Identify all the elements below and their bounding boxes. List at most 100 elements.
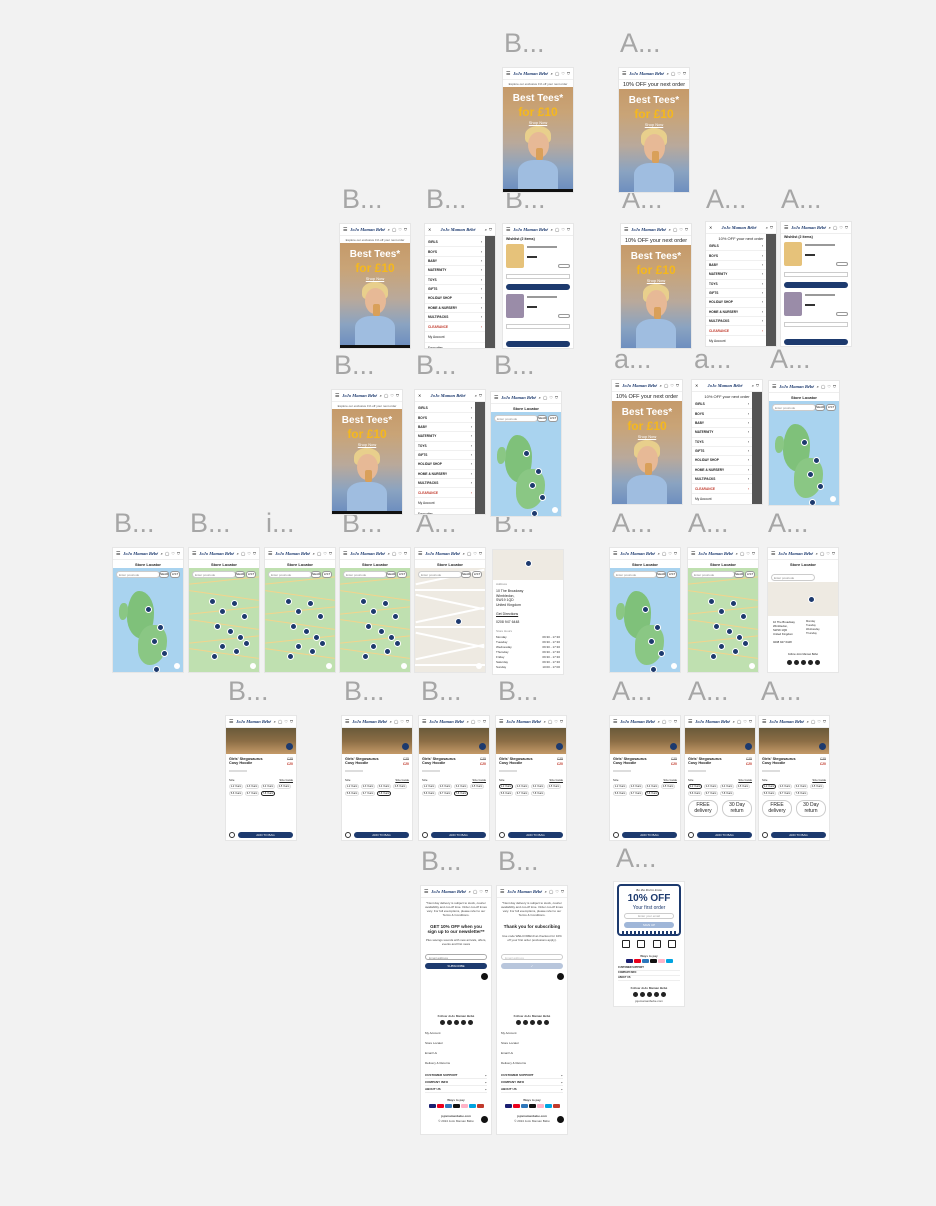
- heart-icon[interactable]: ♡: [677, 71, 681, 76]
- size-option[interactable]: 5-6 Years: [499, 791, 513, 796]
- menu-icon[interactable]: ☰: [615, 382, 620, 389]
- size-option[interactable]: 6-7 Years: [629, 791, 643, 796]
- menu-item[interactable]: TOYS ›: [706, 280, 766, 289]
- site-logo[interactable]: JoJo Maman Bébé: [707, 383, 743, 388]
- menu-icon[interactable]: ☰: [771, 550, 776, 557]
- map-search-input[interactable]: Enter postcode: [116, 571, 160, 578]
- product-image[interactable]: [610, 728, 680, 754]
- menu-item[interactable]: MULTIPACKS ›: [692, 475, 752, 485]
- chat-button[interactable]: [557, 1116, 564, 1123]
- account-icon[interactable]: ◯: [393, 719, 399, 724]
- site-domain[interactable]: jojomamanbebe.com: [441, 1114, 471, 1118]
- store-pin-icon[interactable]: [211, 653, 218, 660]
- site-logo[interactable]: JoJo Maman Bébé: [721, 225, 757, 230]
- product-image[interactable]: [226, 728, 296, 754]
- size-option[interactable]: 7-8 Years: [377, 791, 391, 796]
- product-image[interactable]: [342, 728, 412, 754]
- bag-icon[interactable]: ⛉: [403, 551, 407, 556]
- size-option[interactable]: 1-2 Years: [762, 784, 776, 789]
- store-pin-icon[interactable]: [370, 608, 377, 615]
- footer-section[interactable]: CUSTOMER SUPPORT ⌄: [425, 1073, 487, 1079]
- footer-link[interactable]: Delivery & Returns: [501, 1061, 527, 1065]
- store-pin-icon[interactable]: [145, 606, 152, 613]
- store-pin-icon[interactable]: [817, 483, 824, 490]
- size-option[interactable]: 4-5 Years: [810, 784, 824, 789]
- size-option[interactable]: 7-8 Years: [261, 791, 275, 796]
- store-pin-icon[interactable]: [807, 471, 814, 478]
- menu-item[interactable]: BOYS ›: [425, 247, 485, 257]
- social-icon[interactable]: [543, 1020, 549, 1025]
- site-logo[interactable]: JoJo Maman Bébé: [342, 393, 378, 398]
- store-pin-icon[interactable]: [813, 457, 820, 464]
- wishlist-heart-icon[interactable]: [613, 832, 619, 838]
- heart-icon[interactable]: ♡: [668, 551, 672, 556]
- list-view-button[interactable]: LIST: [548, 415, 558, 422]
- footer-section[interactable]: CUSTOMER SUPPORT: [618, 966, 680, 971]
- menu-icon[interactable]: ☰: [691, 550, 696, 557]
- store-pin-icon[interactable]: [370, 643, 377, 650]
- wishlist-remove-button[interactable]: [836, 312, 848, 316]
- hero-shop-now-link[interactable]: Shop Now: [365, 276, 385, 281]
- store-pin-icon[interactable]: [360, 598, 367, 605]
- site-logo[interactable]: JoJo Maman Bébé: [631, 227, 667, 232]
- footer-section[interactable]: ABOUT US: [618, 976, 680, 981]
- size-option[interactable]: 3-4 Years: [377, 784, 391, 789]
- account-icon[interactable]: ◯: [470, 719, 476, 724]
- size-option[interactable]: 7-8 Years: [794, 791, 808, 796]
- product-image[interactable]: [496, 728, 566, 754]
- store-pin-icon[interactable]: [535, 468, 542, 475]
- search-icon[interactable]: ⌕: [550, 71, 553, 76]
- site-logo[interactable]: JoJo Maman Bébé: [507, 889, 543, 894]
- size-option[interactable]: 3-4 Years: [261, 784, 275, 789]
- site-logo[interactable]: JoJo Maman Bébé: [769, 719, 805, 724]
- wishlist-size-select[interactable]: [506, 324, 570, 329]
- search-icon[interactable]: ⌕: [387, 551, 390, 556]
- account-icon[interactable]: ◯: [547, 719, 553, 724]
- store-pin-icon[interactable]: [303, 628, 310, 635]
- menu-item[interactable]: BABY ›: [692, 419, 752, 429]
- site-logo[interactable]: JoJo Maman Bébé: [620, 719, 656, 724]
- size-option[interactable]: 2-3 Years: [361, 784, 375, 789]
- store-pin-icon[interactable]: [708, 598, 715, 605]
- bag-icon[interactable]: ⛉: [675, 383, 679, 388]
- site-logo[interactable]: JoJo Maman Bébé: [501, 395, 537, 400]
- near-me-button[interactable]: NEAR: [159, 571, 169, 578]
- social-icon[interactable]: [529, 1020, 535, 1025]
- heart-icon[interactable]: ♡: [561, 227, 565, 232]
- site-logo[interactable]: JoJo Maman Bébé: [431, 889, 467, 894]
- menu-item[interactable]: HOLIDAY SHOP ›: [692, 456, 752, 466]
- menu-icon[interactable]: ☰: [500, 888, 505, 895]
- menu-icon[interactable]: ☰: [784, 224, 789, 231]
- hero-banner[interactable]: Best Tees* for £10 Shop Now: [503, 87, 573, 189]
- site-logo[interactable]: JoJo Maman Bébé: [791, 225, 827, 230]
- menu-icon[interactable]: ☰: [613, 550, 618, 557]
- heart-icon[interactable]: ♡: [400, 719, 404, 724]
- site-logo[interactable]: JoJo Maman Bébé: [779, 384, 815, 389]
- social-icon[interactable]: [814, 660, 820, 665]
- store-pin-icon[interactable]: [642, 606, 649, 613]
- footer-section[interactable]: ABOUT US ⌄: [425, 1087, 487, 1093]
- footer-section[interactable]: COMPANY INFO ⌄: [501, 1080, 563, 1086]
- wishlist-heart-icon[interactable]: [499, 832, 505, 838]
- bag-icon[interactable]: ⛉: [328, 551, 332, 556]
- menu-icon[interactable]: ☰: [613, 718, 618, 725]
- menu-footer-link[interactable]: My Account: [692, 494, 752, 504]
- account-icon[interactable]: ◯: [739, 551, 745, 556]
- bag-icon[interactable]: ⛉: [770, 225, 773, 230]
- bag-icon[interactable]: ⛉: [684, 227, 688, 232]
- size-option[interactable]: 7-8 Years: [454, 791, 468, 796]
- menu-item[interactable]: TOYS ›: [425, 276, 485, 285]
- map-search-input[interactable]: Enter postcode: [192, 571, 236, 578]
- size-option[interactable]: 1-2 Years: [229, 784, 243, 789]
- heart-icon[interactable]: ♡: [668, 719, 672, 724]
- site-logo[interactable]: JoJo Maman Bébé: [425, 551, 461, 556]
- site-logo[interactable]: JoJo Maman Bébé: [429, 719, 465, 724]
- size-option[interactable]: 1-2 Years: [688, 784, 702, 789]
- size-guide-link[interactable]: Size Guide: [812, 778, 826, 782]
- site-logo[interactable]: JoJo Maman Bébé: [778, 551, 814, 556]
- footer-link[interactable]: Store Locator: [425, 1041, 444, 1045]
- popup-email-input[interactable]: Enter your email: [624, 913, 674, 919]
- bag-icon[interactable]: ⛉: [405, 719, 409, 724]
- size-option[interactable]: 5-6 Years: [229, 791, 243, 796]
- add-to-bag-button[interactable]: ADD TO BAG: [238, 832, 293, 838]
